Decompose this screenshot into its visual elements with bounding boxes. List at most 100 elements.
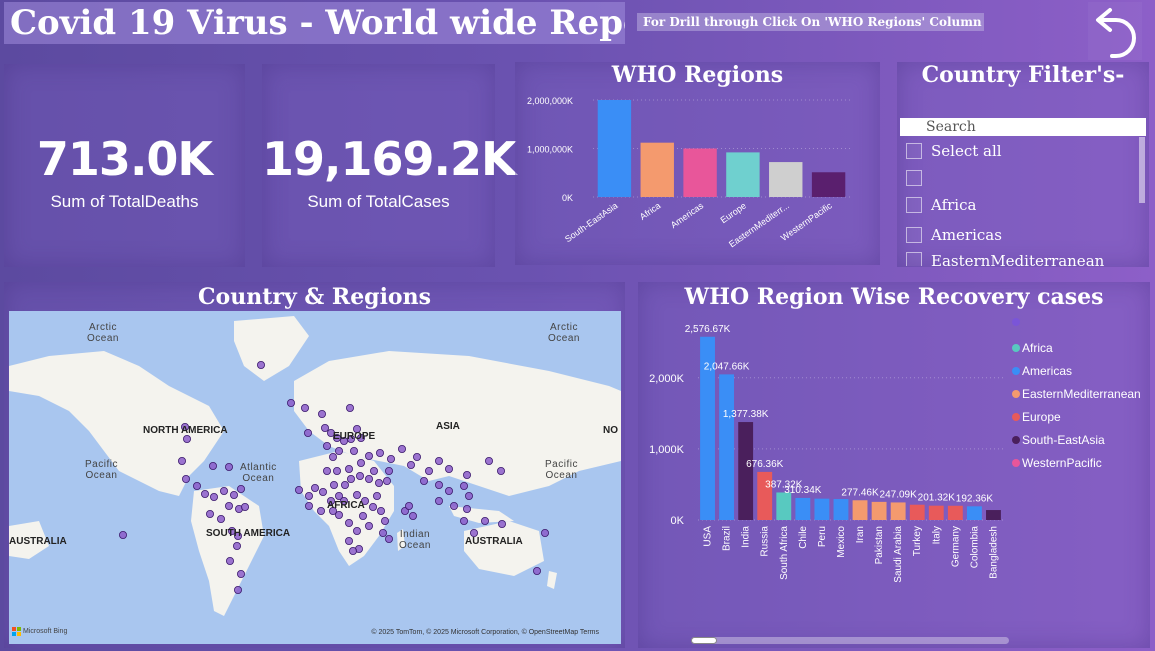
country-bubble[interactable] — [459, 481, 468, 490]
country-bubble[interactable] — [462, 504, 471, 513]
country-bubble[interactable] — [346, 474, 355, 483]
country-bubble[interactable] — [364, 451, 373, 460]
map-attribution[interactable]: © 2025 TomTom, © 2025 Microsoft Corporat… — [371, 629, 599, 636]
country-bubble[interactable] — [444, 486, 453, 495]
country-bubble[interactable] — [449, 501, 458, 510]
country-bubble[interactable] — [329, 480, 338, 489]
country-bubble[interactable] — [444, 464, 453, 473]
country-bubble[interactable] — [386, 454, 395, 463]
country-bubble[interactable] — [326, 429, 335, 438]
country-bubble[interactable] — [364, 521, 373, 530]
bar[interactable] — [833, 499, 849, 520]
country-bubble[interactable] — [372, 491, 381, 500]
country-bubble[interactable] — [182, 435, 191, 444]
filter-item-eastern-mediterranean[interactable]: EasternMediterranean — [906, 252, 1104, 266]
country-bubble[interactable] — [374, 478, 383, 487]
country-bubble[interactable] — [375, 448, 384, 457]
filter-item-select-all[interactable]: Select all — [906, 140, 1002, 162]
country-bubble[interactable] — [339, 496, 348, 505]
country-bubble[interactable] — [376, 506, 385, 515]
country-bubble[interactable] — [334, 491, 343, 500]
country-bubble[interactable] — [334, 510, 343, 519]
bar[interactable] — [597, 100, 632, 197]
country-bubble[interactable] — [480, 516, 489, 525]
checkbox[interactable] — [906, 170, 922, 186]
country-bubble[interactable] — [177, 456, 186, 465]
filter-item-africa[interactable]: Africa — [906, 194, 976, 216]
country-bubble[interactable] — [459, 516, 468, 525]
country-bubble[interactable] — [318, 487, 327, 496]
search-input[interactable]: Search — [900, 118, 1146, 136]
country-bubble[interactable] — [334, 446, 343, 455]
bar[interactable] — [640, 142, 674, 197]
country-bubble[interactable] — [360, 496, 369, 505]
bar[interactable] — [947, 505, 963, 520]
bar[interactable] — [852, 500, 868, 520]
country-bubble[interactable] — [424, 466, 433, 475]
country-bubble[interactable] — [256, 361, 265, 370]
country-bubble[interactable] — [232, 541, 241, 550]
country-bubble[interactable] — [340, 480, 349, 489]
country-bubble[interactable] — [316, 506, 325, 515]
bar[interactable] — [909, 504, 925, 520]
country-bubble[interactable] — [216, 514, 225, 523]
country-bubble[interactable] — [384, 466, 393, 475]
country-bubble[interactable] — [180, 423, 189, 432]
country-bubble[interactable] — [233, 585, 242, 594]
country-bubble[interactable] — [378, 528, 387, 537]
country-bubble[interactable] — [320, 424, 329, 433]
country-bubble[interactable] — [208, 461, 217, 470]
legend-item[interactable]: Africa — [1012, 341, 1053, 355]
country-bubble[interactable] — [412, 452, 421, 461]
legend-item[interactable]: EasternMediterranean — [1012, 387, 1141, 401]
country-bubble[interactable] — [304, 491, 313, 500]
bar[interactable] — [700, 336, 715, 520]
checkbox[interactable] — [906, 227, 922, 243]
country-bubble[interactable] — [384, 534, 393, 543]
filter-scrollbar[interactable] — [1139, 137, 1145, 203]
country-bubble[interactable] — [326, 496, 335, 505]
country-bubble[interactable] — [192, 481, 201, 490]
back-button[interactable] — [1088, 2, 1142, 60]
recovery-chart[interactable]: 0K 1,000K 2,000K 2,576.67K USA 2,047.66K Brazi… — [638, 282, 1150, 648]
country-bubble[interactable] — [240, 502, 249, 511]
bar[interactable] — [890, 502, 906, 520]
country-bubble[interactable] — [219, 486, 228, 495]
filter-item-americas[interactable]: Americas — [906, 224, 1002, 246]
bar[interactable] — [814, 498, 830, 520]
country-bubble[interactable] — [227, 526, 236, 535]
country-bubble[interactable] — [328, 506, 337, 515]
bar[interactable] — [738, 422, 754, 520]
scrollbar-thumb[interactable] — [691, 637, 717, 644]
country-bubble[interactable] — [469, 528, 478, 537]
checkbox[interactable] — [906, 252, 922, 266]
checkbox[interactable] — [906, 143, 922, 159]
country-bubble[interactable] — [119, 530, 128, 539]
country-bubble[interactable] — [205, 509, 214, 518]
legend-item[interactable]: Europe — [1012, 410, 1061, 424]
country-bubble[interactable] — [348, 546, 357, 555]
country-bubble[interactable] — [322, 441, 331, 450]
country-bubble[interactable] — [209, 492, 218, 501]
bar[interactable] — [683, 148, 717, 198]
legend-item[interactable] — [1012, 318, 1022, 326]
bar[interactable] — [719, 374, 735, 520]
country-bubble[interactable] — [434, 456, 443, 465]
legend-item[interactable]: WesternPacific — [1012, 456, 1102, 470]
country-bubble[interactable] — [344, 536, 353, 545]
world-map[interactable]: Arctic Ocean Arctic Ocean NORTH AMERICA … — [9, 311, 621, 644]
country-bubble[interactable] — [328, 452, 337, 461]
country-bubble[interactable] — [181, 474, 190, 483]
country-bubble[interactable] — [352, 526, 361, 535]
country-bubble[interactable] — [496, 466, 505, 475]
country-bubble[interactable] — [200, 489, 209, 498]
country-bubble[interactable] — [462, 470, 471, 479]
country-bubble[interactable] — [345, 404, 354, 413]
country-bubble[interactable] — [346, 435, 355, 444]
chart-scrollbar[interactable] — [691, 637, 1009, 644]
country-bubble[interactable] — [225, 556, 234, 565]
bar[interactable] — [986, 510, 1001, 520]
country-bubble[interactable] — [322, 466, 331, 475]
country-bubble[interactable] — [464, 491, 473, 500]
country-bubble[interactable] — [352, 490, 361, 499]
